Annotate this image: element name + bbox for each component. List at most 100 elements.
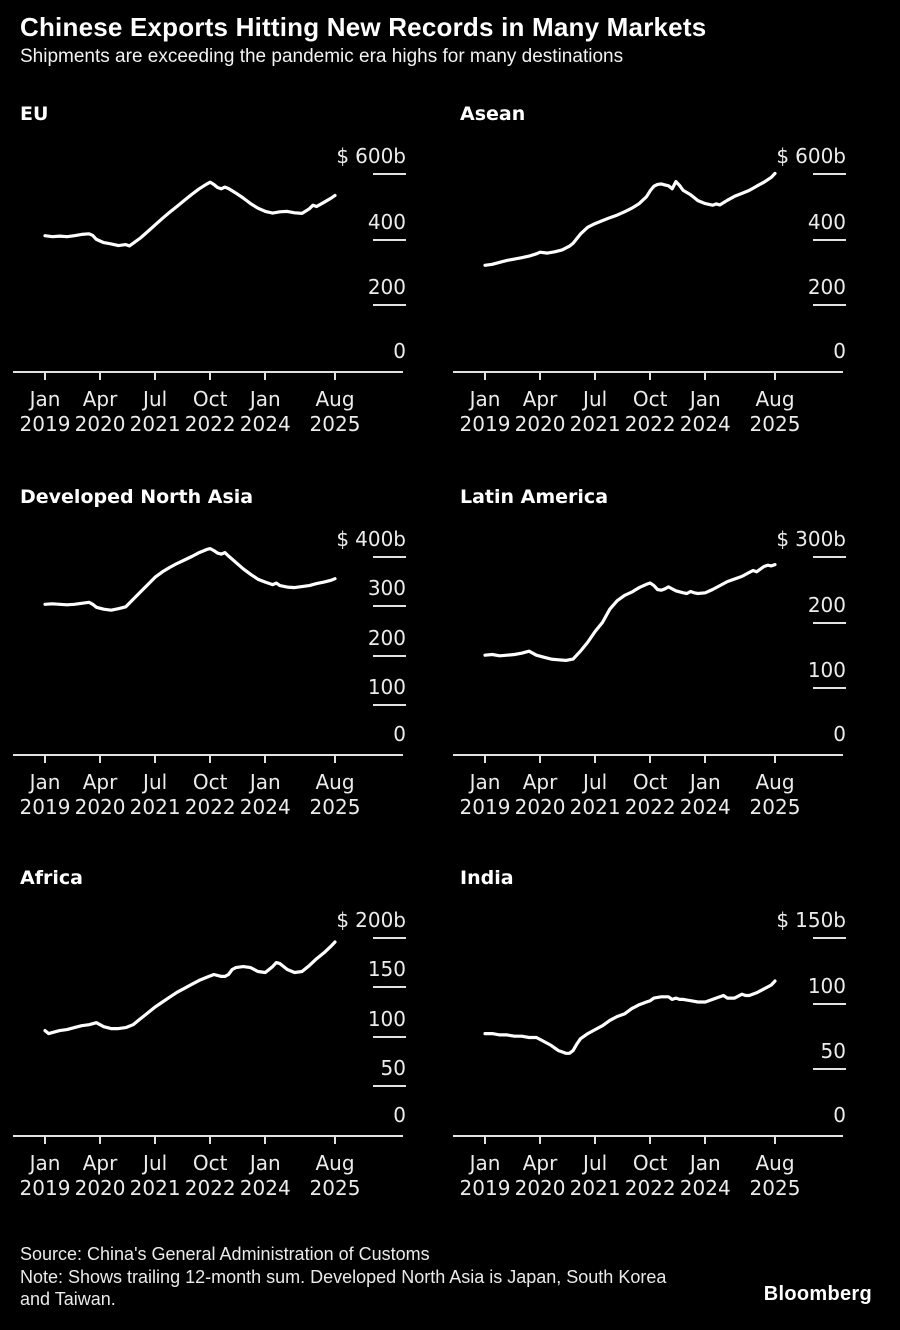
- y-tick-text: 0: [393, 339, 406, 363]
- y-tick-value: 600b: [795, 144, 846, 168]
- y-tick-mark: [373, 173, 406, 175]
- x-tick-label: Jan 2024: [220, 387, 310, 437]
- x-axis-tick: [154, 755, 157, 763]
- page-title: Chinese Exports Hitting New Records in M…: [20, 12, 707, 42]
- x-axis-tick: [209, 372, 212, 380]
- x-tick-month: Jan: [29, 770, 61, 794]
- x-tick-month: Jan: [689, 387, 721, 411]
- line-plot: [483, 171, 777, 267]
- x-tick-year: 2024: [239, 1176, 291, 1200]
- y-tick-label: 0: [686, 722, 846, 747]
- x-axis-tick: [264, 372, 267, 380]
- x-tick-year: 2020: [514, 412, 566, 436]
- x-tick-month: Jul: [143, 387, 168, 411]
- chart-panel-developed-north-asia: Developed North Asia Jan 2019 Apr 2020 Jul 202…: [0, 478, 440, 859]
- y-tick-mark: [373, 556, 406, 558]
- x-tick-month: Apr: [522, 770, 558, 794]
- charts-grid: EU Jan 2019 Apr 2020 Jul 2021 Oct 2022 Jan 2024 Aug…: [0, 103, 846, 1201]
- x-tick-label: Apr 2020: [55, 1151, 145, 1201]
- x-tick-label: Apr 2020: [55, 387, 145, 437]
- y-tick-text: $400b: [246, 527, 406, 552]
- x-tick-year: 2020: [74, 1176, 126, 1200]
- x-tick-month: Oct: [632, 387, 668, 411]
- y-tick-value: 150b: [795, 908, 846, 932]
- x-axis-tick: [704, 372, 707, 380]
- currency-symbol: $: [776, 527, 790, 551]
- data-line-developed-north-asia: [43, 546, 337, 612]
- x-tick-label: Jan 2019: [0, 387, 90, 437]
- y-tick-label: 200: [246, 626, 406, 657]
- x-tick-year: 2021: [569, 795, 621, 819]
- currency-symbol: $: [336, 527, 350, 551]
- x-tick-month: Aug: [755, 770, 795, 794]
- x-tick-year: 2024: [239, 412, 291, 436]
- x-axis-tick: [334, 755, 336, 763]
- x-tick-month: Aug: [315, 387, 355, 411]
- x-axis-tick: [649, 1136, 652, 1144]
- x-axis-tick: [99, 372, 102, 380]
- y-tick-mark: [373, 703, 406, 706]
- x-tick-label: Oct 2022: [165, 1151, 255, 1201]
- x-axis-tick: [99, 755, 102, 763]
- y-tick-label: 400: [246, 210, 406, 241]
- x-tick-month: Apr: [522, 1151, 558, 1175]
- x-tick-label: Oct 2022: [165, 387, 255, 437]
- data-line-india: [483, 979, 777, 1055]
- x-tick-year: 2025: [749, 412, 801, 436]
- x-tick-label: Oct 2022: [605, 387, 695, 437]
- x-tick-year: 2020: [74, 795, 126, 819]
- x-tick-month: Jul: [583, 387, 608, 411]
- y-tick-text: 200: [807, 275, 846, 300]
- y-tick-label: 100: [686, 974, 846, 1005]
- y-tick-label: 0: [246, 722, 406, 747]
- chart-title: Asean: [460, 103, 526, 125]
- x-tick-label: Jan 2019: [440, 1151, 530, 1201]
- y-tick-text: $600b: [246, 144, 406, 169]
- x-axis-line: [453, 754, 843, 756]
- x-tick-year: 2021: [569, 412, 621, 436]
- x-tick-year: 2019: [19, 795, 71, 819]
- x-tick-month: Jul: [143, 1151, 168, 1175]
- data-line-eu: [43, 180, 337, 248]
- x-tick-year: 2019: [459, 795, 511, 819]
- x-tick-month: Apr: [522, 387, 558, 411]
- y-tick-mark: [813, 621, 846, 624]
- y-tick-label: 200: [246, 275, 406, 307]
- chart-title: Africa: [20, 867, 83, 889]
- y-tick-text: 400: [807, 209, 846, 234]
- x-tick-month: Aug: [755, 387, 795, 411]
- x-axis-tick: [649, 372, 652, 380]
- y-tick-text: 200: [367, 275, 406, 300]
- y-tick-value: 200b: [355, 908, 406, 932]
- y-tick-value: 300b: [795, 527, 846, 551]
- x-tick-month: Aug: [315, 770, 355, 794]
- y-tick-value: 400b: [355, 527, 406, 551]
- x-tick-month: Apr: [82, 770, 118, 794]
- x-axis-tick: [209, 755, 212, 763]
- x-tick-label: Aug 2025: [290, 1151, 380, 1201]
- x-axis-tick: [594, 755, 597, 763]
- y-tick-text: 50: [380, 1055, 406, 1080]
- x-axis-line: [13, 1135, 403, 1137]
- x-axis-tick: [209, 1136, 212, 1144]
- x-tick-month: Jan: [689, 1151, 721, 1175]
- x-tick-year: 2021: [129, 795, 181, 819]
- x-tick-month: Oct: [192, 387, 228, 411]
- x-tick-year: 2024: [679, 1176, 731, 1200]
- x-tick-label: Aug 2025: [730, 770, 820, 820]
- y-tick-text: $600b: [686, 144, 846, 169]
- x-tick-year: 2019: [19, 1176, 71, 1200]
- x-tick-label: Jul 2021: [550, 1151, 640, 1201]
- page-subtitle: Shipments are exceeding the pandemic era…: [20, 46, 624, 67]
- y-tick-label: 100: [246, 675, 406, 706]
- x-tick-year: 2022: [184, 795, 236, 819]
- y-tick-label: 0: [246, 339, 406, 364]
- x-tick-month: Jan: [469, 770, 501, 794]
- x-tick-month: Oct: [192, 770, 228, 794]
- x-tick-label: Jul 2021: [110, 770, 200, 820]
- y-tick-mark: [373, 654, 406, 657]
- chart-title: Developed North Asia: [20, 486, 254, 508]
- y-tick-text: 0: [833, 339, 846, 363]
- y-tick-label: 0: [686, 1103, 846, 1128]
- x-tick-label: Jan 2024: [220, 770, 310, 820]
